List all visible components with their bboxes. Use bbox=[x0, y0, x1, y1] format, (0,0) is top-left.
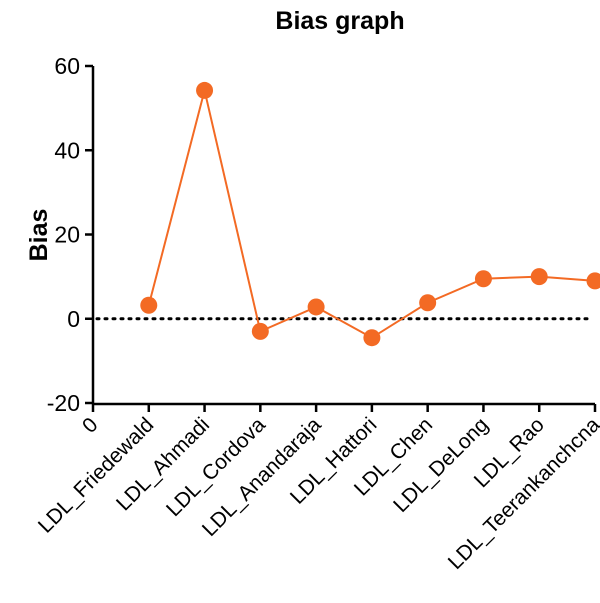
data-point bbox=[251, 322, 269, 340]
data-point bbox=[474, 270, 492, 288]
y-tick-label: 60 bbox=[54, 53, 80, 79]
x-tick-label: LDL_Cordova bbox=[162, 413, 270, 521]
y-tick-label: 0 bbox=[67, 306, 80, 332]
series-line-layer bbox=[147, 90, 596, 339]
data-points bbox=[140, 81, 600, 347]
y-tick-labels: -20 0 20 40 60 bbox=[47, 53, 80, 416]
data-point bbox=[140, 296, 158, 314]
data-point bbox=[363, 329, 381, 347]
y-axis-label: Bias bbox=[25, 209, 53, 262]
x-tick-labels: 0LDL_FriedewaldLDL_AhmadiLDL_CordovaLDL_… bbox=[34, 413, 600, 574]
data-point bbox=[586, 272, 600, 290]
data-point bbox=[419, 294, 437, 312]
y-tick-label: 40 bbox=[54, 137, 80, 163]
x-tick-label-origin: 0 bbox=[78, 413, 103, 438]
y-tick-label: -20 bbox=[47, 390, 80, 416]
data-point bbox=[196, 81, 214, 99]
series-line bbox=[147, 90, 596, 339]
data-point bbox=[530, 268, 548, 286]
y-tick-label: 20 bbox=[54, 222, 80, 248]
chart-title: Bias graph bbox=[275, 7, 404, 35]
data-point bbox=[307, 298, 325, 316]
axes bbox=[85, 64, 597, 412]
